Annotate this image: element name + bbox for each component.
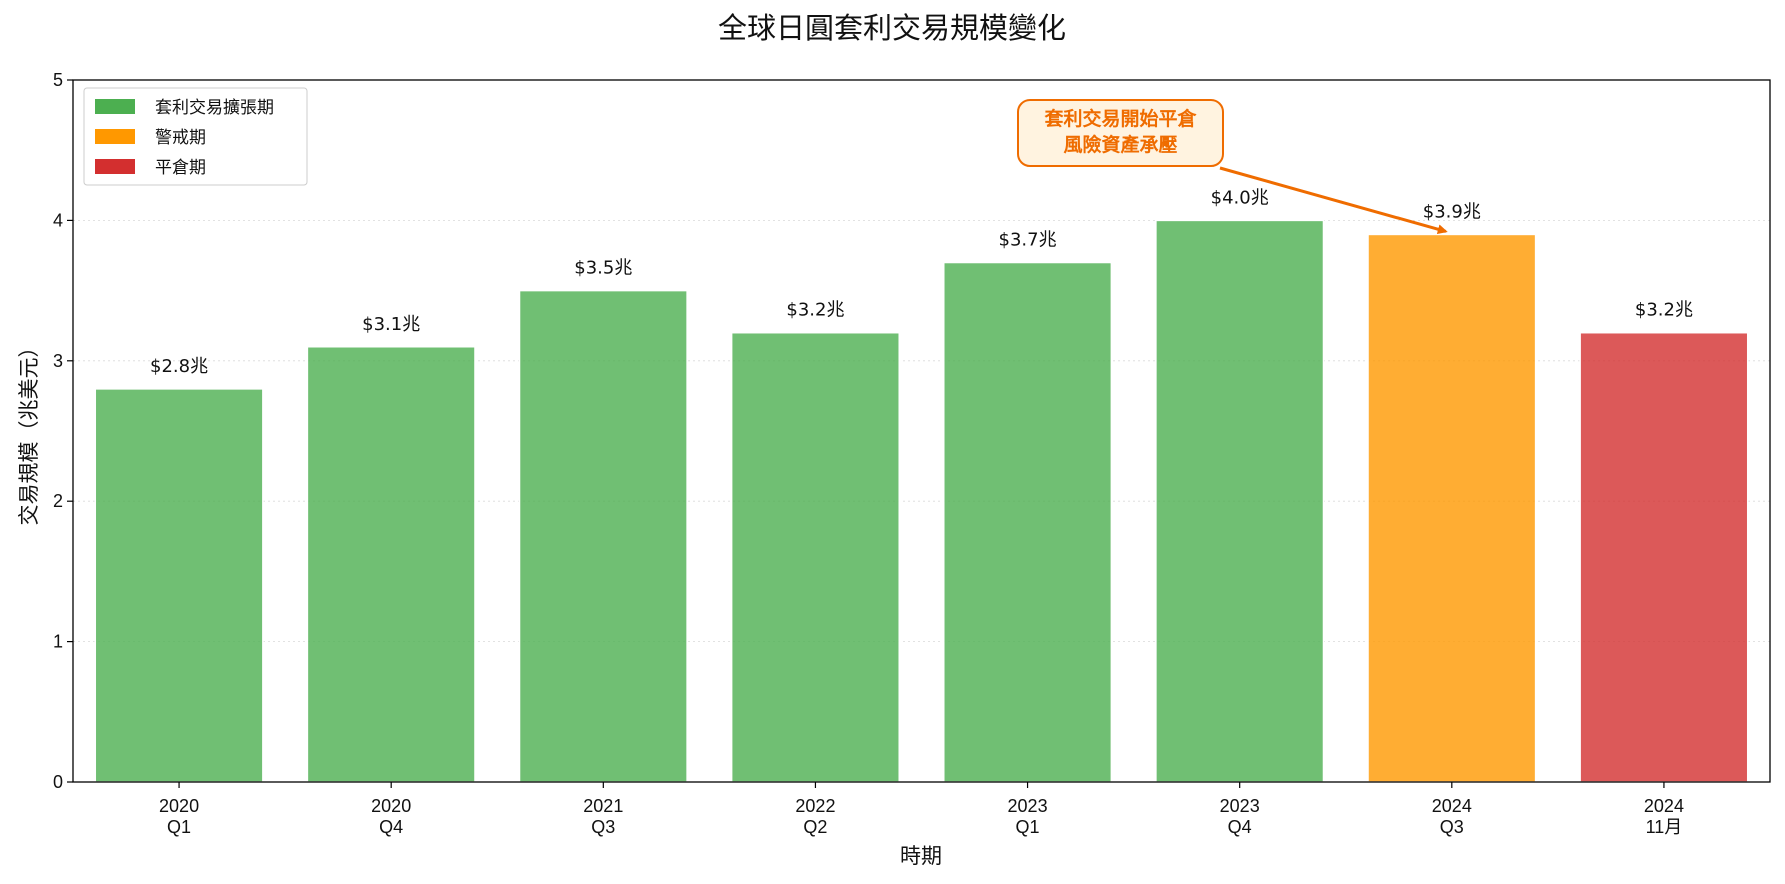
y-axis-ticks: 0 1 2 3 4 5 — [53, 70, 73, 792]
legend-swatch — [95, 129, 135, 144]
bar — [1367, 233, 1537, 783]
annotation-box — [1017, 99, 1224, 167]
annotation-arrow — [1219, 166, 1448, 235]
legend-label: 平倉期 — [155, 158, 206, 178]
x-tick-label: 2023 Q4 — [1220, 796, 1260, 837]
bar — [94, 388, 264, 783]
annotation-text: 風險資產承壓 — [1063, 133, 1177, 156]
x-tick-label: 2024 11月 — [1644, 796, 1684, 837]
bar — [730, 331, 900, 783]
bar — [1155, 219, 1325, 783]
legend-box — [83, 87, 308, 186]
y-tick-label: 1 — [53, 632, 63, 652]
x-axis-ticks: 2020 Q1 2020 Q4 2021 Q3 2022 Q2 2023 Q1 2023 Q4 2024… — [159, 782, 1684, 837]
bar — [518, 289, 688, 783]
x-tick-label: 2020 Q4 — [371, 796, 411, 837]
x-tick-label: 2022 Q2 — [795, 796, 835, 837]
legend-swatch — [95, 159, 135, 174]
y-tick-label: 5 — [53, 70, 63, 90]
bar-value-label: $3.2兆 — [1635, 300, 1693, 321]
x-axis-title: 時期 — [900, 844, 942, 868]
bar-value-label: $3.2兆 — [786, 300, 844, 321]
y-tick-label: 4 — [53, 210, 63, 230]
bar-value-label: $3.9兆 — [1423, 201, 1481, 222]
x-tick-label: 2021 Q3 — [583, 796, 623, 837]
bar-value-label: $4.0兆 — [1211, 187, 1269, 208]
bar-value-label: $3.7兆 — [999, 230, 1057, 251]
x-tick-label: 2024 Q3 — [1432, 796, 1472, 837]
bar — [943, 261, 1113, 783]
x-tick-label: 2020 Q1 — [159, 796, 199, 837]
bar-value-label: $2.8兆 — [150, 356, 208, 377]
y-tick-label: 2 — [53, 491, 63, 511]
annotation-text: 套利交易開始平倉 — [1043, 107, 1197, 130]
y-axis-title: 交易規模（兆美元） — [17, 337, 41, 526]
bar-value-label: $3.5兆 — [574, 258, 632, 279]
chart-title: 全球日圓套利交易規模變化 — [718, 11, 1066, 45]
bar-value-label: $3.1兆 — [362, 314, 420, 335]
bars — [94, 219, 1749, 783]
legend-label: 套利交易擴張期 — [155, 98, 274, 118]
x-tick-label: 2023 Q1 — [1008, 796, 1048, 837]
bar — [1579, 331, 1749, 783]
legend-swatch — [95, 99, 135, 114]
y-tick-label: 3 — [53, 351, 63, 371]
legend-label: 警戒期 — [155, 128, 206, 148]
bar — [306, 346, 476, 783]
plot-frame — [72, 79, 1771, 783]
bar-value-labels: $2.8兆 $3.1兆 $3.5兆 $3.2兆 $3.7兆 $4.0兆 $3.9兆 $3.2兆 — [150, 187, 1693, 376]
y-tick-label: 0 — [53, 772, 63, 792]
